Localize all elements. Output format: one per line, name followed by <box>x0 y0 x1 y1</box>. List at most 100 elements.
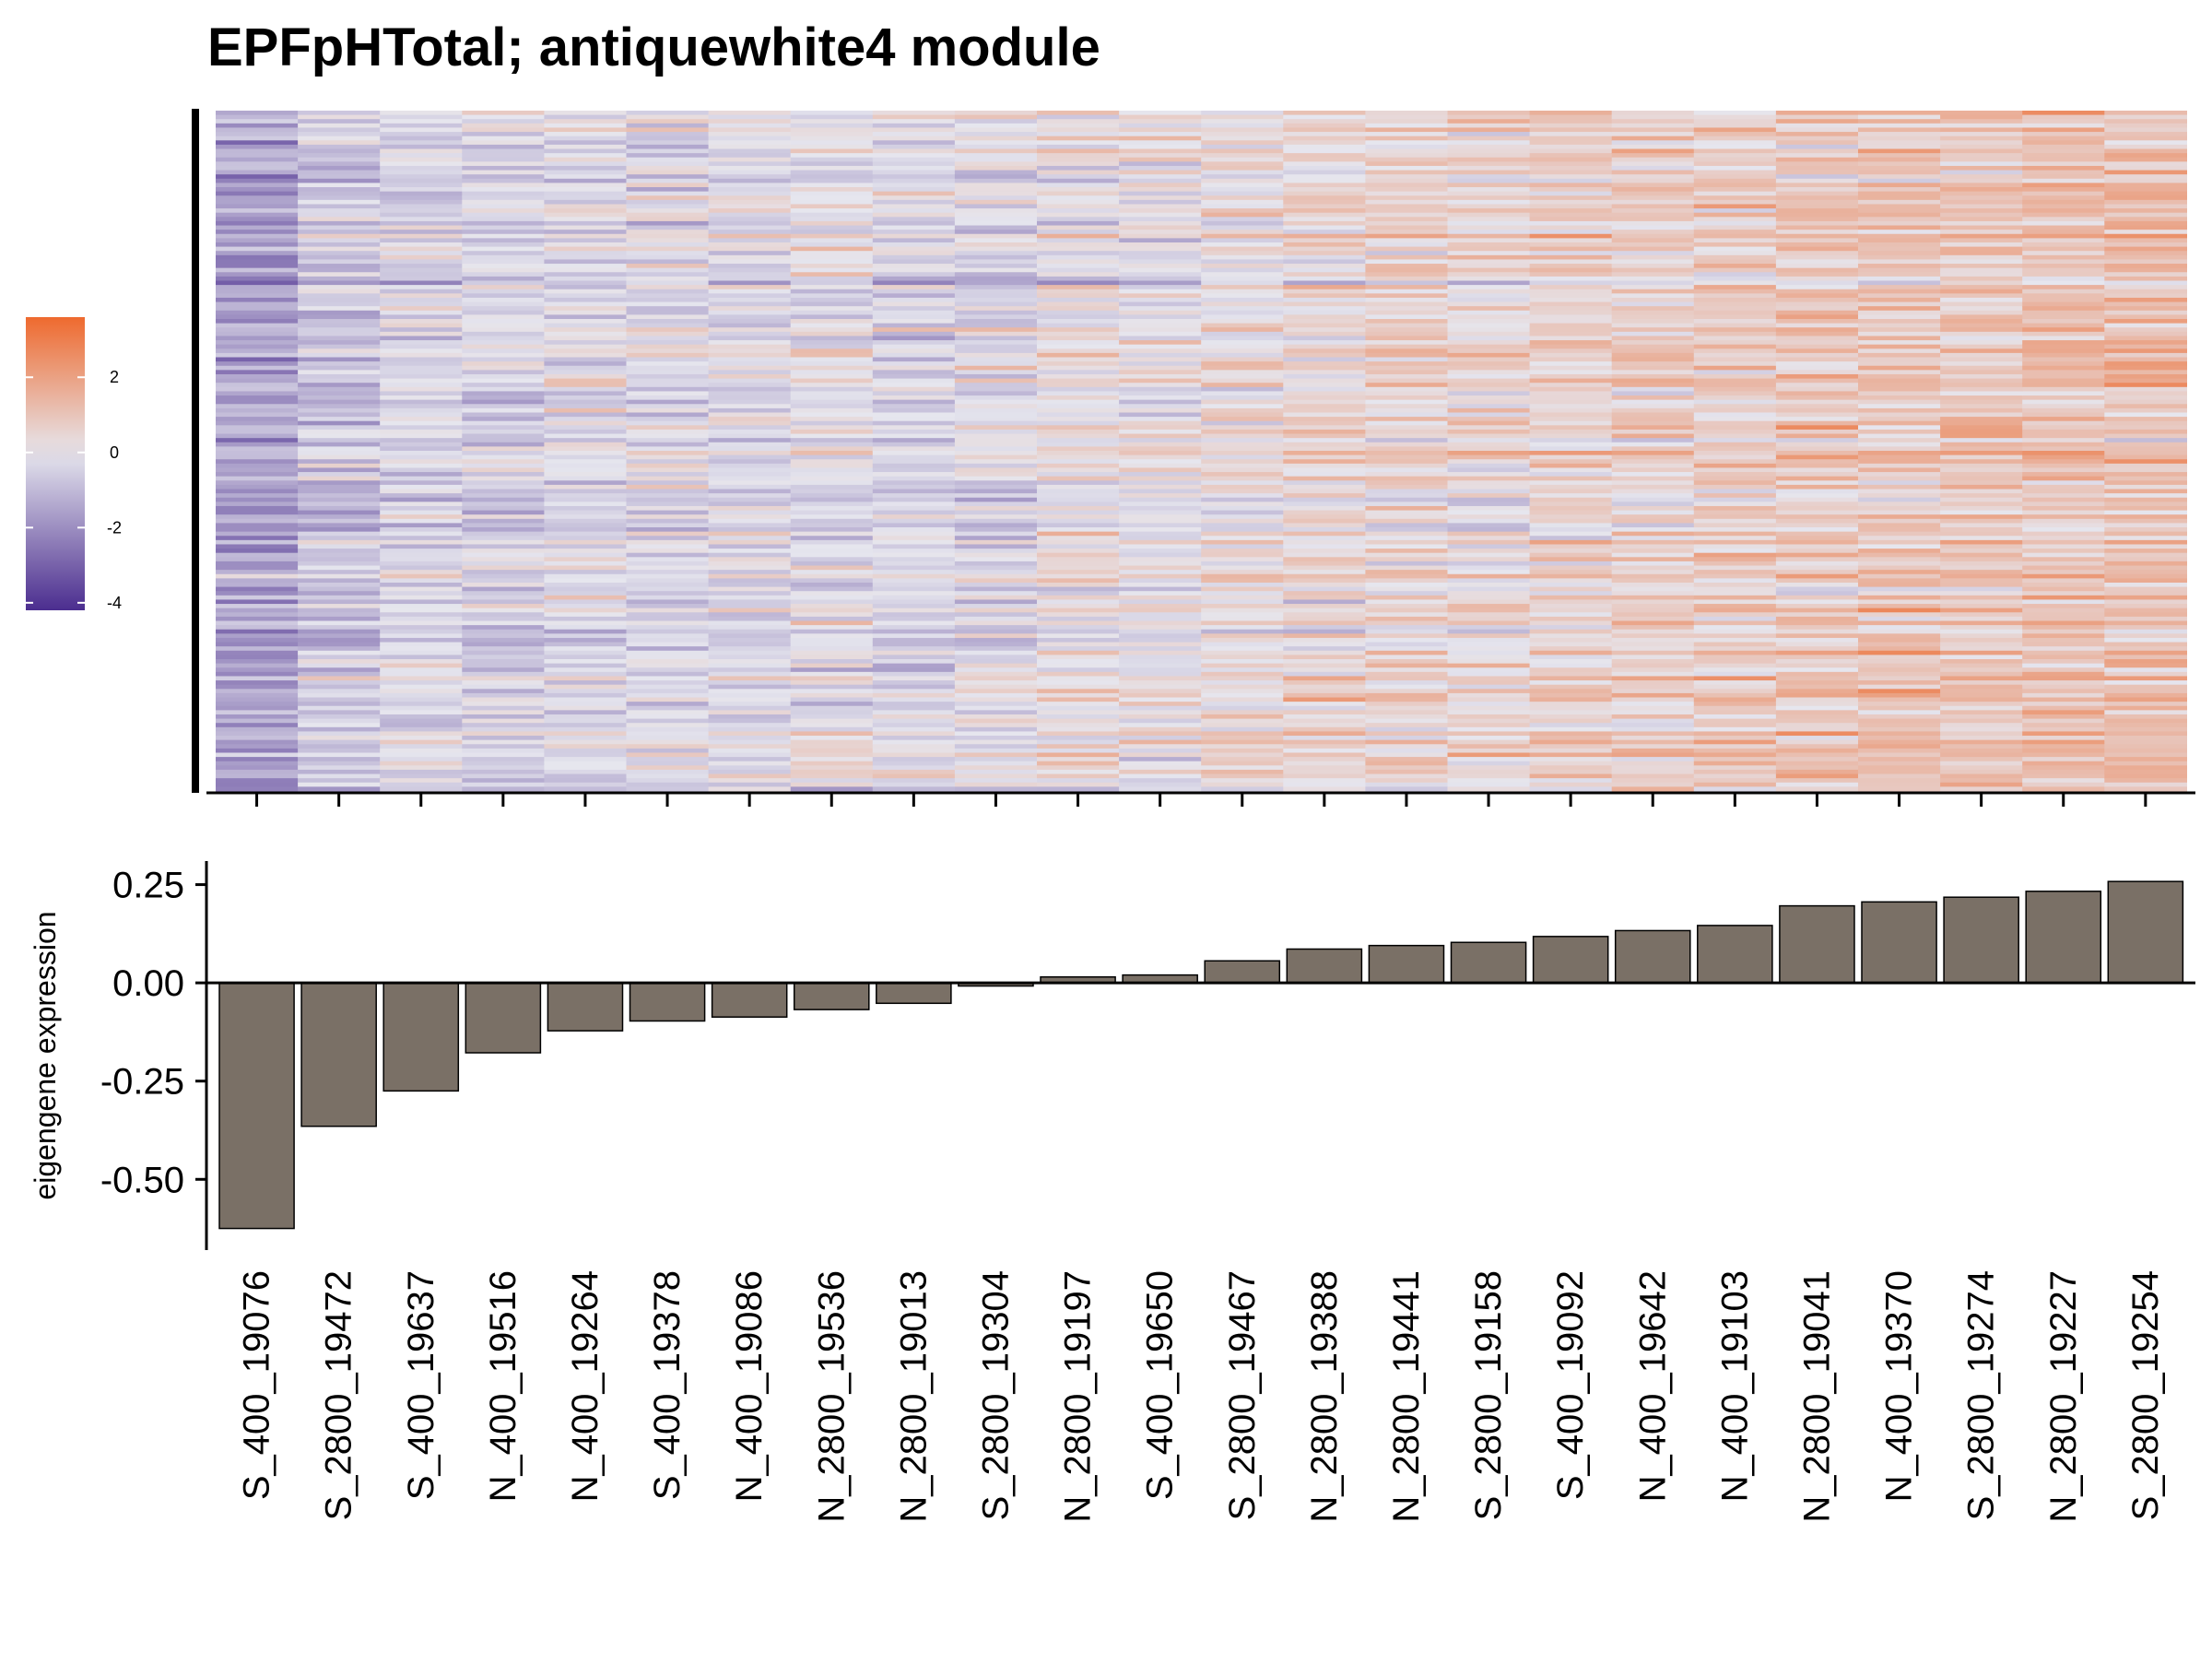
heatmap-cell <box>1283 417 1366 422</box>
heatmap-cell <box>216 407 299 414</box>
heatmap-cell <box>380 586 463 592</box>
heatmap-cell <box>380 119 463 124</box>
heatmap-cell <box>380 778 463 784</box>
heatmap-cell <box>1858 429 1941 435</box>
heatmap-cell <box>626 161 710 167</box>
heatmap-cell <box>462 502 545 507</box>
heatmap-cell <box>2104 536 2187 541</box>
heatmap-cell <box>1693 357 1777 362</box>
heatmap-cell <box>1447 484 1531 490</box>
heatmap-cell <box>1611 161 1695 167</box>
heatmap-cell <box>2104 386 2187 393</box>
heatmap-cell <box>1283 165 1366 171</box>
heatmap-cell <box>462 484 545 490</box>
heatmap-cell <box>380 165 463 171</box>
heatmap-cell <box>872 595 956 601</box>
heatmap-cell <box>216 454 299 460</box>
heatmap-cell <box>1529 549 1613 554</box>
heatmap-cell <box>2104 438 2187 443</box>
heatmap-cell <box>1365 744 1449 749</box>
heatmap-cell <box>1283 344 1366 349</box>
heatmap-column <box>708 111 792 792</box>
heatmap-cell <box>1858 386 1941 393</box>
heatmap-cell <box>1693 480 1777 486</box>
heatmap-cell <box>544 591 628 596</box>
heatmap-cell <box>216 702 299 707</box>
heatmap-cell <box>216 285 299 290</box>
heatmap-cell <box>462 251 545 256</box>
heatmap-cell <box>1529 170 1613 175</box>
heatmap-cell <box>954 769 1038 775</box>
heatmap-cell <box>1858 293 1941 299</box>
heatmap-cell <box>544 306 628 312</box>
heatmap-cell <box>626 153 710 159</box>
heatmap-cell <box>1858 438 1941 443</box>
heatmap-cell <box>1037 739 1120 745</box>
heatmap-cell <box>1611 348 1695 354</box>
heatmap-cell <box>954 736 1038 741</box>
heatmap-cell <box>216 616 299 622</box>
heatmap-cell <box>1447 123 1531 129</box>
heatmap-cell <box>954 502 1038 507</box>
heatmap-cell <box>790 344 874 349</box>
heatmap-cell <box>1775 739 1859 745</box>
heatmap-cell <box>1119 230 1202 235</box>
heatmap-cell <box>1858 319 1941 325</box>
heatmap-cell <box>2022 127 2105 133</box>
heatmap-cell <box>872 446 956 452</box>
heatmap-cell <box>1119 446 1202 452</box>
heatmap-cell <box>1119 238 1202 243</box>
heatmap-cell <box>1201 425 1284 431</box>
heatmap-cell <box>1611 327 1695 333</box>
heatmap-cell <box>1858 165 1941 171</box>
heatmap-cell <box>1940 238 2023 243</box>
heatmap-cell <box>1775 552 1859 558</box>
heatmap-cell <box>1365 676 1449 681</box>
heatmap-cell <box>1365 225 1449 230</box>
heatmap-cell <box>1775 417 1859 422</box>
heatmap-cell <box>462 480 545 486</box>
heatmap-cell <box>1611 637 1695 643</box>
heatmap-cell <box>1775 336 1859 341</box>
heatmap-cell <box>298 726 381 733</box>
heatmap-cell <box>1858 195 1941 201</box>
heatmap-cell <box>872 659 956 665</box>
heatmap-cell <box>626 565 710 571</box>
heatmap-cell <box>462 280 545 286</box>
heatmap-cell <box>1693 599 1777 605</box>
heatmap-cell <box>1201 429 1284 435</box>
heatmap-cell <box>708 484 792 490</box>
heatmap-cell <box>708 510 792 515</box>
heatmap-cell <box>708 710 792 715</box>
heatmap-cell <box>1201 123 1284 129</box>
heatmap-cell <box>790 523 874 528</box>
heatmap-cell <box>2104 170 2187 175</box>
heatmap-cell <box>380 514 463 520</box>
heatmap-cell <box>1775 242 1859 248</box>
heatmap-cell <box>708 620 792 626</box>
heatmap-cell <box>2104 714 2187 720</box>
heatmap-cell <box>1858 395 1941 401</box>
heatmap-cell <box>1447 692 1531 699</box>
heatmap-cell <box>1858 383 1941 388</box>
heatmap-cell <box>1693 289 1777 294</box>
heatmap-cell <box>1119 731 1202 737</box>
heatmap-cell <box>1858 514 1941 520</box>
heatmap-cell <box>2022 451 2105 456</box>
heatmap-cell <box>1365 689 1449 694</box>
heatmap-cell <box>380 276 463 282</box>
heatmap-cell <box>462 446 545 452</box>
heatmap-cell <box>1119 373 1202 380</box>
heatmap-cell <box>462 667 545 673</box>
heatmap-cell <box>1447 246 1531 252</box>
heatmap-cell <box>1940 327 2023 333</box>
heatmap-cell <box>1037 417 1120 422</box>
heatmap-cell <box>872 646 956 652</box>
heatmap-cell <box>1529 765 1613 771</box>
heatmap-cell <box>1201 523 1284 528</box>
bar <box>1204 960 1281 984</box>
heatmap-cell <box>708 659 792 665</box>
heatmap-cell <box>954 383 1038 388</box>
heatmap-cell <box>2022 633 2105 639</box>
heatmap-cell <box>1283 692 1366 699</box>
